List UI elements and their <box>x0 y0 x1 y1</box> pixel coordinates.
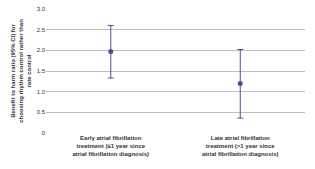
svg-text:Late atrial fibrillationtreatm: Late atrial fibrillationtreatment (>1 ye… <box>202 135 279 157</box>
svg-text:3.0: 3.0 <box>37 6 46 12</box>
svg-text:0: 0 <box>42 130 46 136</box>
svg-text:1.5: 1.5 <box>37 68 46 74</box>
svg-text:Early atrial fibrillationtreat: Early atrial fibrillationtreatment (≤1 y… <box>72 135 149 157</box>
svg-text:1.0: 1.0 <box>37 89 46 95</box>
svg-text:2.0: 2.0 <box>37 47 46 53</box>
svg-text:2.5: 2.5 <box>37 27 46 33</box>
svg-text:0.5: 0.5 <box>37 109 46 115</box>
svg-text:Benefit to harm ratio (95% CI): Benefit to harm ratio (95% CI) forchoosi… <box>10 19 32 123</box>
